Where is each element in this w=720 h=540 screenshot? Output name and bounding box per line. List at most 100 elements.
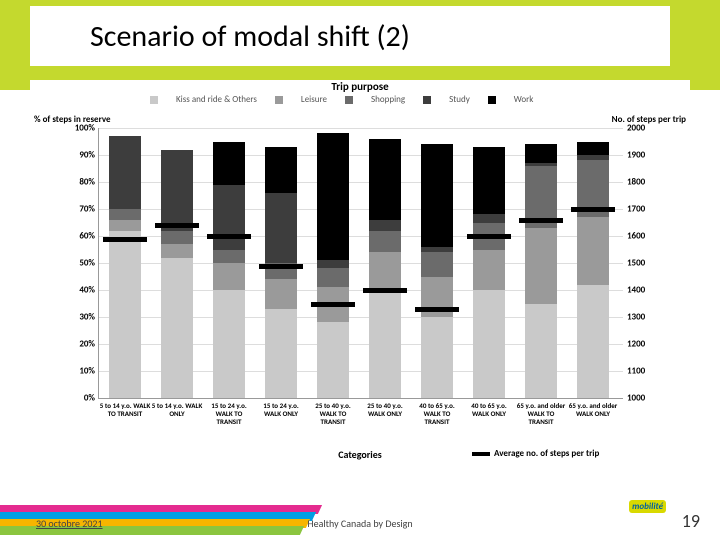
x-category-label: 15 to 24 y.o. WALK TO TRANSIT	[203, 402, 255, 426]
legend-swatch	[150, 96, 158, 104]
avg-marker	[415, 307, 459, 312]
ytick-left: 20%	[79, 339, 95, 350]
bar-segment	[369, 139, 401, 220]
legend-item: Shopping	[345, 94, 405, 105]
ytick-right: 2000	[627, 123, 645, 134]
bar-segment	[213, 290, 245, 398]
ytick-right: 1600	[627, 231, 645, 242]
bar	[421, 144, 453, 398]
footer-logo: mobilité	[629, 501, 666, 512]
chart-legend: Kiss and ride & OthersLeisureShoppingStu…	[150, 94, 551, 105]
x-category-label: 65 y.o. and older WALK TO TRANSIT	[515, 402, 567, 426]
bar-segment	[525, 304, 557, 399]
bar-segment	[317, 133, 349, 260]
legend-item: Leisure	[275, 94, 327, 105]
ytick-left: 0%	[84, 393, 95, 404]
bar	[473, 147, 505, 398]
avg-marker	[519, 218, 563, 223]
gridline	[99, 128, 623, 129]
bar-segment	[421, 252, 453, 276]
bar-segment	[577, 155, 609, 160]
avg-marker	[207, 234, 251, 239]
legend-item: Work	[488, 94, 534, 105]
ytick-right: 1200	[627, 339, 645, 350]
ytick-left: 80%	[79, 177, 95, 188]
bar-segment	[473, 250, 505, 291]
bar-segment	[421, 144, 453, 247]
legend-item: Kiss and ride & Others	[150, 94, 257, 105]
ytick-right: 1500	[627, 258, 645, 269]
bar-segment	[369, 290, 401, 398]
avg-marker	[155, 223, 199, 228]
legend-swatch	[345, 96, 353, 104]
bar-segment	[109, 209, 141, 220]
footer-center: Healthy Canada by Design	[0, 517, 720, 530]
bar	[369, 139, 401, 398]
right-axis-label: No. of steps per trip	[612, 114, 686, 125]
bar-segment	[369, 231, 401, 253]
ytick-right: 1700	[627, 204, 645, 215]
bar-segment	[369, 252, 401, 290]
x-category-label: 40 to 65 y.o. WALK ONLY	[463, 402, 515, 418]
bar	[265, 147, 297, 398]
x-category-label: 5 to 14 y.o. WALK ONLY	[151, 402, 203, 418]
bar-segment	[577, 142, 609, 156]
legend-swatch	[275, 96, 283, 104]
footer: 30 octobre 2021 Healthy Canada by Design…	[0, 496, 720, 540]
bar-segment	[577, 285, 609, 398]
x-category-label: 40 to 65 y.o. WALK TO TRANSIT	[411, 402, 463, 426]
bar-segment	[109, 231, 141, 398]
ytick-left: 60%	[79, 231, 95, 242]
ytick-right: 1900	[627, 150, 645, 161]
title-box: Scenario of modal shift (2)	[30, 6, 670, 66]
bar-segment	[213, 142, 245, 185]
bar-segment	[161, 244, 193, 258]
bar-segment	[213, 185, 245, 250]
bar	[525, 144, 557, 398]
x-category-label: 25 to 40 y.o. WALK ONLY	[359, 402, 411, 418]
ytick-left: 40%	[79, 285, 95, 296]
bar-segment	[161, 150, 193, 231]
bar-segment	[317, 322, 349, 398]
bar	[317, 133, 349, 398]
bar-segment	[525, 163, 557, 166]
legend-swatch	[488, 96, 496, 104]
bar-segment	[265, 147, 297, 193]
ytick-right: 1000	[627, 393, 645, 404]
ytick-right: 1400	[627, 285, 645, 296]
avg-marker	[311, 302, 355, 307]
x-category-label: 15 to 24 y.o. WALK ONLY	[255, 402, 307, 418]
bar	[161, 150, 193, 398]
bar-segment	[473, 290, 505, 398]
x-category-label: 65 y.o. and older WALK ONLY	[567, 402, 619, 418]
bar-segment	[109, 136, 141, 209]
bar-segment	[577, 217, 609, 285]
chart-area: Trip purpose Kiss and ride & OthersLeisu…	[30, 80, 690, 480]
bar-segment	[213, 263, 245, 290]
bar-segment	[265, 309, 297, 398]
avg-swatch	[472, 452, 490, 456]
ytick-right: 1100	[627, 366, 645, 377]
ytick-left: 10%	[79, 366, 95, 377]
ytick-left: 50%	[79, 258, 95, 269]
bar-segment	[525, 228, 557, 304]
avg-marker	[571, 207, 615, 212]
avg-marker	[103, 237, 147, 242]
ytick-left: 90%	[79, 150, 95, 161]
bar-segment	[161, 258, 193, 398]
bar	[213, 142, 245, 399]
avg-marker	[467, 234, 511, 239]
bar-segment	[265, 193, 297, 263]
plot-area: 0%10%20%30%40%50%60%70%80%90%100%1000110…	[98, 128, 623, 399]
ytick-left: 30%	[79, 312, 95, 323]
page-title: Scenario of modal shift (2)	[90, 18, 410, 55]
bar-segment	[109, 220, 141, 231]
ytick-right: 1800	[627, 177, 645, 188]
bar-segment	[421, 317, 453, 398]
bar-segment	[525, 144, 557, 163]
x-category-label: 5 to 14 y.o. WALK TO TRANSIT	[99, 402, 151, 418]
page-number: 19	[682, 510, 700, 532]
bar-segment	[265, 279, 297, 309]
ytick-left: 100%	[75, 123, 95, 134]
bar-segment	[161, 231, 193, 245]
